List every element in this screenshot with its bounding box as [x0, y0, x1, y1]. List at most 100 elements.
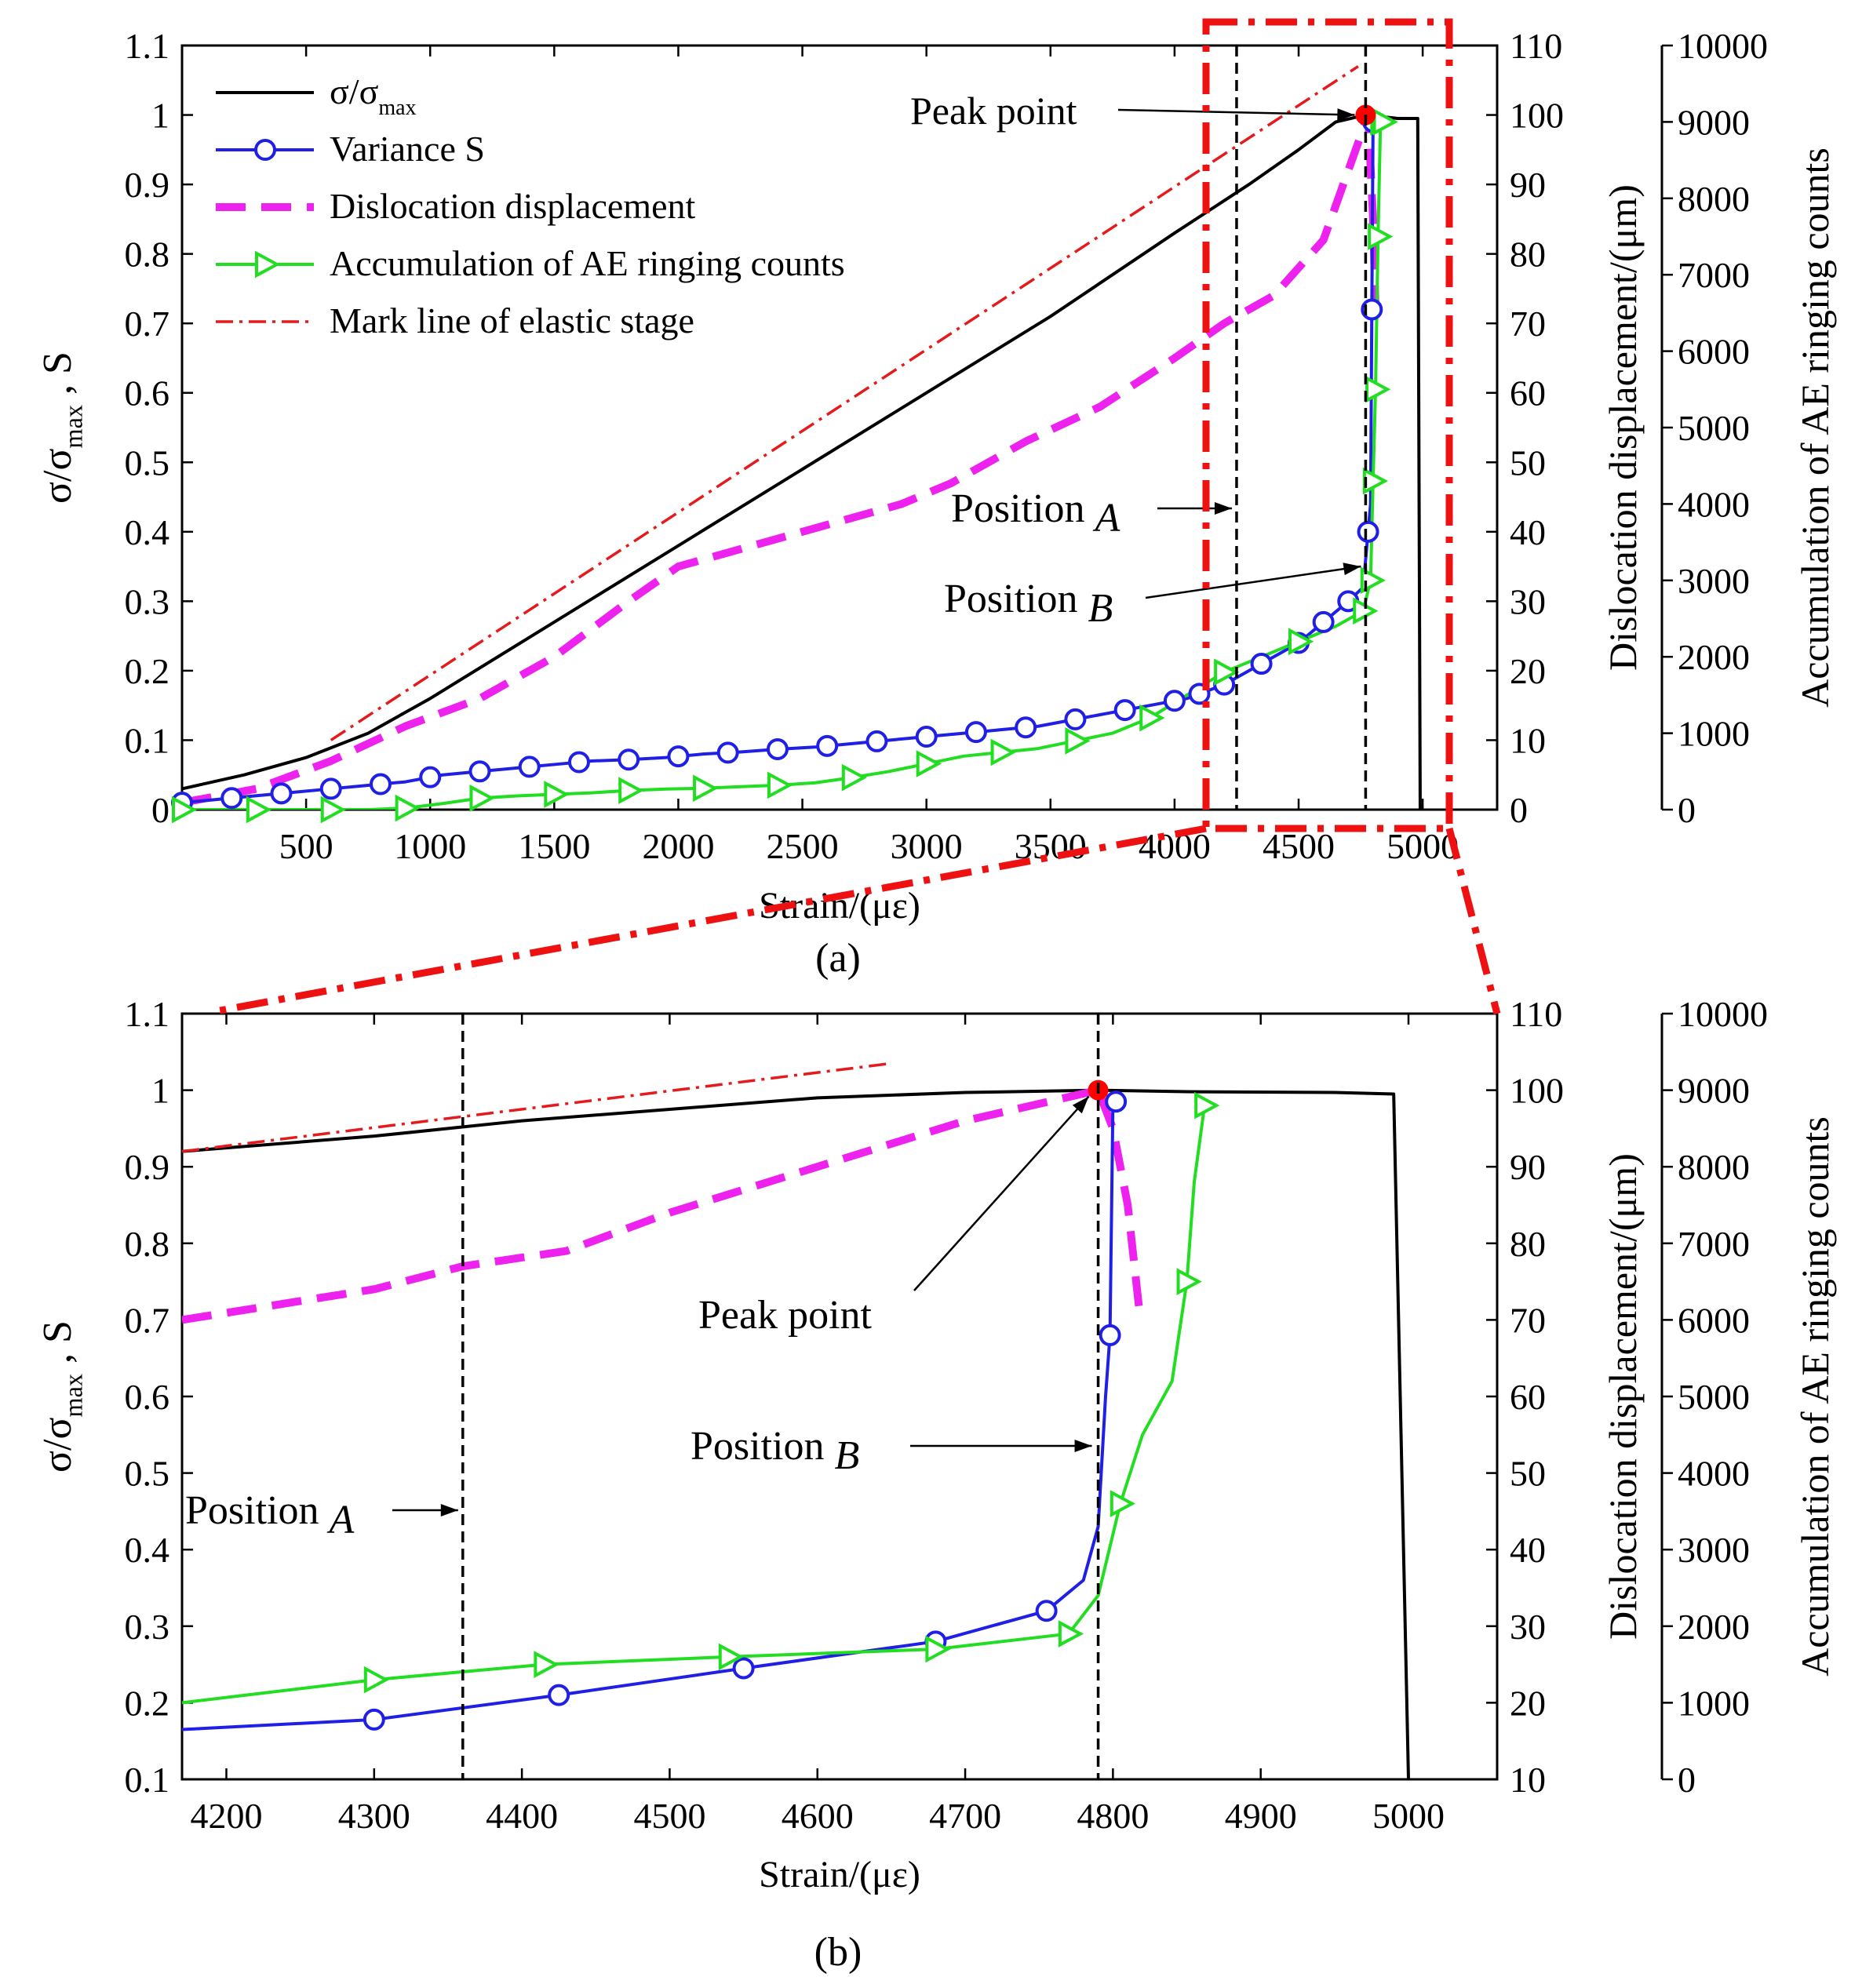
- x-tick-label: 1500: [518, 826, 590, 866]
- zoom-box: [1202, 18, 1453, 832]
- variance-s-marker: [1099, 1324, 1121, 1346]
- position-b-arrow-head: [1074, 1440, 1092, 1452]
- variance-s-marker: [915, 726, 938, 748]
- y2-tick-label: 80: [1510, 235, 1546, 275]
- variance-s-marker: [220, 787, 243, 810]
- y3-tick-label: 9000: [1678, 102, 1750, 142]
- x-tick-label: 5000: [1372, 1796, 1445, 1836]
- position-a-label: Position A: [951, 486, 1120, 541]
- peak-point-arrow-line: [913, 1095, 1090, 1291]
- y2-tick-label: 30: [1510, 1607, 1546, 1647]
- y-tick-label: 0.3: [125, 1607, 170, 1647]
- ae-marker: [1372, 108, 1398, 136]
- y2-tick-label: 40: [1510, 1530, 1546, 1570]
- y-tick-label: 0.7: [125, 304, 170, 344]
- series-group: [182, 65, 1422, 810]
- position-b-arrow-head: [1343, 563, 1361, 576]
- variance-s-marker: [618, 748, 640, 771]
- y-tick-label: 0.1: [125, 720, 170, 760]
- y-tick-label: 0.8: [125, 1224, 170, 1264]
- plot-frame: [180, 44, 1499, 811]
- y-tick-label: 0.6: [125, 1377, 170, 1417]
- x-tick-label: 2000: [642, 826, 714, 866]
- y-tick-label: 0.3: [125, 581, 170, 621]
- x-tick-label: 2500: [767, 826, 839, 866]
- y2-tick-label: 60: [1510, 373, 1546, 413]
- y2-tick-label: 110: [1510, 26, 1562, 66]
- panel-caption: (a): [815, 936, 861, 981]
- variance-s-marker: [363, 1708, 385, 1731]
- legend: σ/σmax Variance S Dislocation displacement…: [216, 71, 845, 340]
- peak-point-label: Peak point: [698, 1293, 873, 1338]
- y2-tick-label: 10: [1510, 1760, 1546, 1800]
- legend-label-1: Variance S: [330, 129, 485, 169]
- variance-s-marker: [1015, 716, 1037, 739]
- ae-marker: [1194, 1091, 1220, 1120]
- y-tick-label: 0: [151, 790, 169, 830]
- variance-s-marker: [865, 730, 888, 752]
- variance-s-marker: [419, 766, 442, 788]
- y2-tick-label: 40: [1510, 512, 1546, 552]
- x-tick-label: 4400: [486, 1796, 558, 1836]
- variance-s-marker: [468, 760, 491, 783]
- ae-marker: [693, 774, 719, 803]
- y3-tick-label: 3000: [1678, 1530, 1750, 1570]
- y2-tick-label: 100: [1510, 96, 1564, 136]
- y3-tick-label: 0: [1678, 790, 1696, 830]
- series-line-mark-line-of-elastic-stage: [330, 65, 1359, 741]
- ae-marker: [925, 1635, 951, 1663]
- y-axis-label-left: σ/σmax , S: [35, 1320, 88, 1473]
- ae-marker: [1288, 628, 1314, 656]
- series-line-mark-line-of-elastic-stage: [182, 1061, 892, 1153]
- x-tick-label: 1000: [394, 826, 466, 866]
- y-tick-label: 0.2: [125, 651, 170, 691]
- y-tick-label: 0.8: [125, 235, 170, 275]
- x-tick-label: 4900: [1225, 1796, 1297, 1836]
- ae-marker: [246, 796, 272, 824]
- y-tick-label: 0.9: [125, 165, 170, 205]
- series-line-variance-s: [182, 1101, 1115, 1731]
- x-tick-label: 4700: [929, 1796, 1001, 1836]
- ae-marker: [1058, 1620, 1084, 1648]
- position-b-arrow-line: [1145, 565, 1361, 599]
- panel-caption: (b): [814, 1930, 862, 1975]
- ae-marker: [534, 1651, 559, 1678]
- y2-tick-label: 20: [1510, 651, 1546, 691]
- peak-point-arrow-head: [1337, 108, 1355, 122]
- ae-marker: [544, 781, 570, 808]
- legend-label-0: σ/σmax: [330, 71, 417, 120]
- y2-tick-label: 90: [1510, 1147, 1546, 1187]
- peak-point-label: Peak point: [910, 89, 1077, 133]
- y3-tick-label: 9000: [1678, 1071, 1750, 1111]
- ae-marker: [395, 794, 421, 822]
- series-line----max: [182, 1088, 1411, 1779]
- variance-s-marker: [667, 745, 690, 768]
- ae-marker: [767, 771, 793, 799]
- peak-point-arrow-head: [1072, 1096, 1089, 1114]
- y2-tick-label: 50: [1510, 442, 1546, 482]
- x-tick-label: 4500: [1263, 826, 1335, 866]
- ae-marker: [618, 777, 644, 804]
- variance-s-marker: [1105, 1090, 1128, 1113]
- y-tick-label: 1: [151, 1071, 169, 1111]
- y-axis-label-right2: Accumulation of AE ringing counts: [1793, 1116, 1837, 1677]
- ae-marker: [1214, 658, 1240, 686]
- variance-s-marker: [732, 1657, 755, 1680]
- y-tick-label: 0.2: [125, 1683, 170, 1723]
- x-tick-label: 4500: [633, 1796, 705, 1836]
- y3-tick-label: 8000: [1678, 1147, 1750, 1187]
- y3-tick-label: 8000: [1678, 179, 1750, 219]
- position-b-label: Position B: [944, 577, 1113, 631]
- ae-marker: [990, 738, 1016, 766]
- y-tick-label: 0.1: [125, 1760, 170, 1800]
- ae-marker: [1065, 726, 1091, 755]
- variance-s-marker: [1035, 1600, 1058, 1622]
- variance-s-marker: [567, 751, 590, 774]
- variance-s-marker: [319, 777, 342, 800]
- y3-tick-label: 1000: [1678, 1683, 1750, 1723]
- y2-tick-label: 30: [1510, 581, 1546, 621]
- ae-marker: [172, 796, 198, 824]
- chart-panel-a: 500 1000 1500 2000 2500 3000 3500 4000 4500 50000…: [35, 18, 1837, 981]
- y2-tick-label: 0: [1510, 790, 1528, 830]
- position-a-label: Position A: [185, 1488, 355, 1542]
